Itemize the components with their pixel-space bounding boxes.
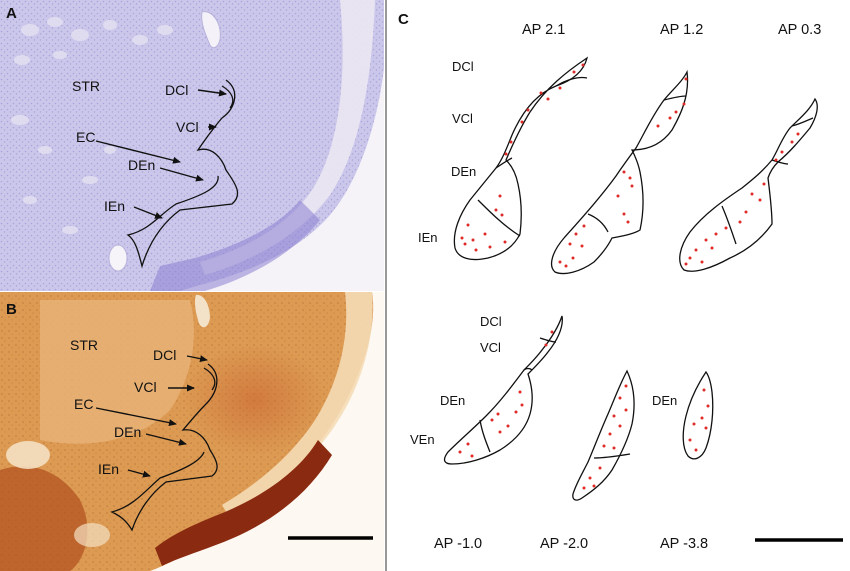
- section-3-outline: [679, 97, 818, 272]
- section-ap-1-2: [550, 69, 689, 275]
- panel-a-label-ec: EC: [76, 129, 95, 145]
- panel-a-label-dcl: DCl: [165, 82, 188, 98]
- section-6-outline: [682, 370, 714, 460]
- panel-a-label-vcl: VCl: [176, 119, 199, 135]
- panel-b-arrow-ec: [95, 407, 177, 427]
- section-4-outline: [443, 315, 563, 465]
- section-2-den-line: [587, 213, 609, 233]
- section-6-ap-label: AP -3.8: [660, 536, 708, 552]
- section-3-vcl-line: [771, 159, 789, 165]
- section-1-label-ien: IEn: [418, 230, 438, 245]
- section-ap-minus-2-0: [572, 369, 635, 501]
- panel-b-dcl-curve: [203, 367, 216, 391]
- panel-b-arrow-dcl: [186, 355, 208, 363]
- section-4-dots: [458, 330, 554, 458]
- section-3-dcl-line: [791, 117, 814, 127]
- section-2-outline: [550, 69, 689, 275]
- section-6-label-den: DEn: [652, 393, 677, 408]
- panel-a: A STR DCl VCl EC DEn IEn: [0, 0, 384, 291]
- section-1-label-vcl: VCl: [452, 111, 473, 126]
- section-5-dots: [582, 384, 628, 490]
- panel-a-arrow-ien: [133, 206, 163, 219]
- section-2-vcl-line: [663, 95, 687, 101]
- section-ap-2-1: DCl VCl DEn IEn: [418, 56, 589, 261]
- panel-b-arrow-ien: [127, 469, 151, 478]
- panel-a-arrow-den: [159, 167, 204, 182]
- section-1-ien-line: [477, 199, 521, 237]
- panel-b: B STR DCl VCl EC DEn IEn: [0, 292, 384, 571]
- section-ap-0-3: [679, 97, 818, 272]
- section-5-ap-label: AP -2.0: [540, 536, 588, 552]
- panel-b-label-str: STR: [70, 337, 98, 353]
- panel-b-label-ec: EC: [74, 396, 93, 412]
- panel-b-white-matter: [222, 292, 373, 515]
- section-1-outline: [453, 56, 589, 261]
- panel-a-dcl-curve: [221, 85, 234, 109]
- section-1-label-den: DEn: [451, 164, 476, 179]
- section-1-dcl-line: [555, 76, 588, 87]
- panel-b-label-den: DEn: [114, 424, 141, 440]
- panel-a-dark-band: [150, 200, 320, 291]
- panel-b-vessel-top: [194, 294, 210, 328]
- panel-b-striatum: [40, 300, 194, 444]
- section-5-den-line: [593, 453, 631, 459]
- panel-b-claustrum-outline: [110, 363, 218, 532]
- panel-b-label-ien: IEn: [98, 461, 119, 477]
- section-1-ap-label: AP 2.1: [522, 22, 565, 38]
- panel-a-vessel-top: [201, 11, 221, 49]
- section-4-den-line: [523, 367, 533, 371]
- panel-a-label-den: DEn: [128, 157, 155, 173]
- panel-c: C AP 2.1 AP 1.2 AP 0.3 DCl VCl DEn IEn: [398, 11, 843, 552]
- section-ap-minus-3-8: DEn: [652, 370, 714, 460]
- section-4-label-den: DEn: [440, 393, 465, 408]
- panel-b-label-dcl: DCl: [153, 347, 176, 363]
- panel-b-arrow-den: [145, 433, 187, 446]
- panel-a-label-str: STR: [72, 78, 100, 94]
- panel-a-arrow-dcl: [197, 89, 227, 97]
- panel-b-dark-band: [155, 440, 332, 566]
- panel-b-letter: B: [6, 301, 17, 318]
- section-4-vcl-line: [539, 337, 557, 343]
- panel-b-dark-lobe: [0, 466, 88, 571]
- section-4-label-dcl: DCl: [480, 314, 502, 329]
- section-4-ap-label: AP -1.0: [434, 536, 482, 552]
- section-4-label-vcl: VCl: [480, 340, 501, 355]
- panel-a-letter: A: [6, 5, 17, 22]
- section-3-dots: [684, 132, 800, 266]
- section-3-den-line: [721, 205, 737, 245]
- panel-a-arrow-ec: [95, 140, 181, 164]
- section-4-label-ven: VEn: [410, 432, 435, 447]
- section-6-dots: [688, 388, 710, 452]
- section-1-dots: [460, 63, 585, 252]
- section-4-ven-line: [479, 419, 491, 453]
- panel-b-pale-patch-1: [6, 441, 50, 469]
- section-1-label-dcl: DCl: [452, 59, 474, 74]
- section-2-ap-label: AP 1.2: [660, 22, 703, 38]
- panel-b-pale-patch-2: [74, 523, 110, 547]
- panel-c-letter: C: [398, 11, 409, 28]
- section-ap-minus-1-0: DCl VCl DEn VEn: [410, 314, 563, 465]
- panel-a-vessel-bottom: [108, 244, 128, 272]
- panel-b-label-vcl: VCl: [134, 379, 157, 395]
- section-2-dots: [558, 77, 688, 268]
- section-1-den-line: [495, 157, 513, 169]
- panel-a-label-ien: IEn: [104, 198, 125, 214]
- panel-b-claustrum-glow: [185, 345, 325, 455]
- section-5-outline: [572, 369, 635, 501]
- panel-a-fibre-bundles: [11, 17, 173, 234]
- section-3-ap-label: AP 0.3: [778, 22, 821, 38]
